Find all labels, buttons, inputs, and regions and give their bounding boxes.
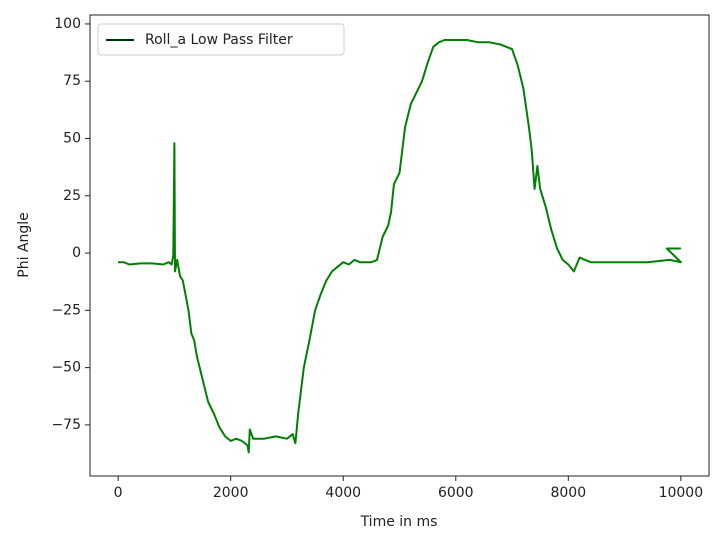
- x-tick-label: 8000: [550, 485, 586, 501]
- x-tick-label: 6000: [438, 485, 474, 501]
- x-axis-label: Time in ms: [360, 514, 438, 530]
- y-tick-label: 50: [63, 130, 81, 146]
- y-tick-label: −25: [51, 302, 81, 318]
- y-tick-label: 0: [72, 245, 81, 261]
- y-tick-label: −50: [51, 360, 81, 376]
- data-line: [118, 39, 682, 454]
- x-tick-label: 2000: [213, 485, 249, 501]
- x-tick-label: 10000: [659, 485, 704, 501]
- plot-frame: [89, 14, 710, 477]
- y-tick-label: 100: [54, 16, 81, 32]
- x-tick-label: 4000: [325, 485, 361, 501]
- y-tick-label: 75: [63, 73, 81, 89]
- x-tick-label: 0: [114, 485, 123, 501]
- legend-box: [97, 23, 345, 56]
- y-tick-label: −75: [51, 417, 81, 433]
- legend-label: Roll_a Low Pass Filter: [145, 32, 293, 48]
- y-axis-label: Phi Angle: [16, 212, 32, 278]
- y-tick-label: 25: [63, 188, 81, 204]
